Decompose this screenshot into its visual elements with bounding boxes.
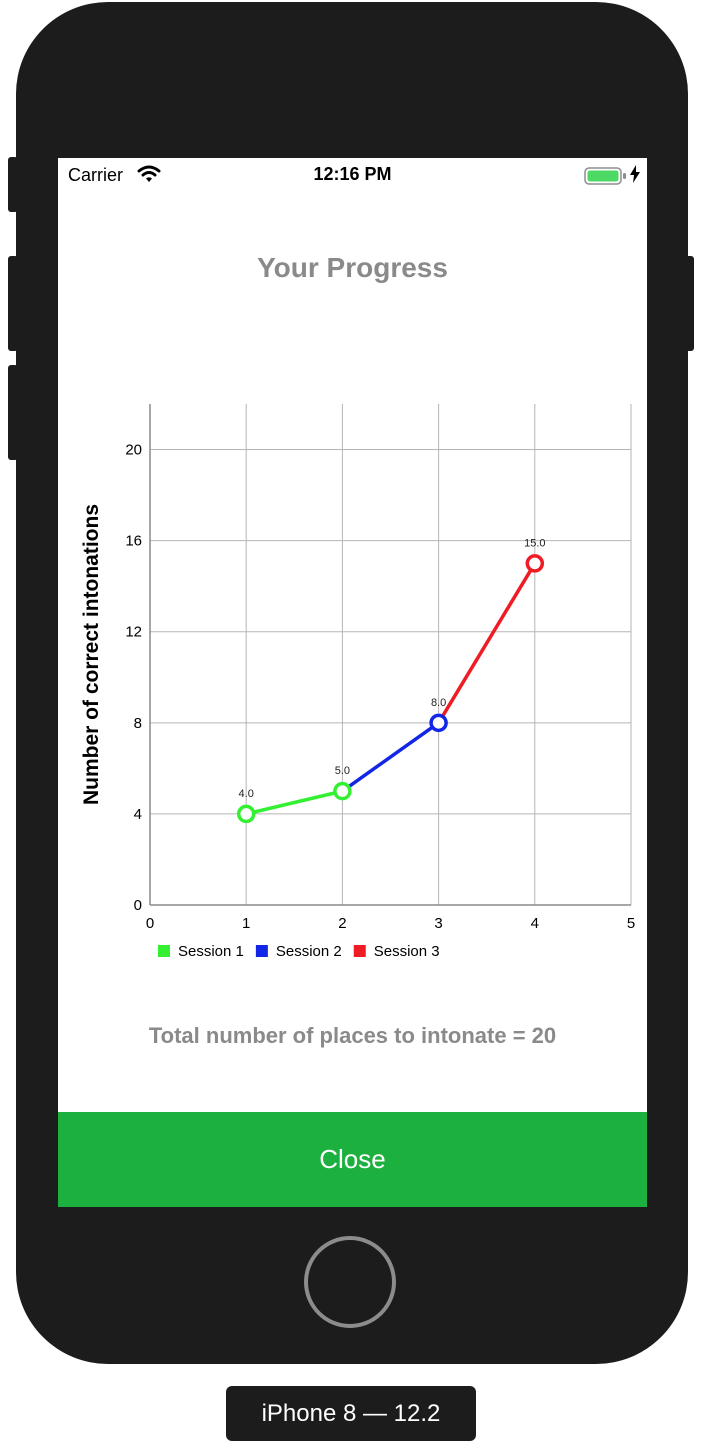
page-title: Your Progress bbox=[257, 252, 448, 283]
data-value-label: 5.0 bbox=[335, 765, 350, 777]
x-tick-label: 3 bbox=[434, 915, 442, 932]
y-axis-label: Number of correct intonations bbox=[80, 504, 103, 805]
x-tick-label: 1 bbox=[242, 915, 250, 932]
total-places-text: Total number of places to intonate = 20 bbox=[148, 1023, 557, 1048]
y-tick-label: 12 bbox=[125, 624, 142, 641]
volume-down-button bbox=[8, 365, 18, 460]
x-tick-label: 5 bbox=[627, 915, 635, 932]
data-point-marker bbox=[525, 554, 545, 573]
home-button[interactable] bbox=[304, 1236, 396, 1328]
data-point-marker bbox=[333, 781, 352, 801]
legend-swatch bbox=[353, 945, 366, 957]
data-value-label: 4.0 bbox=[239, 788, 254, 800]
data-value-label: 8.0 bbox=[431, 697, 446, 709]
carrier-label: Carrier bbox=[68, 165, 124, 185]
series-line bbox=[341, 721, 440, 793]
legend-label: Session 2 bbox=[276, 943, 342, 960]
y-tick-label: 4 bbox=[134, 806, 142, 823]
power-button bbox=[684, 256, 694, 351]
series-line bbox=[245, 789, 343, 816]
y-tick-label: 8 bbox=[134, 715, 142, 732]
volume-up-button bbox=[8, 256, 18, 351]
device-label: iPhone 8 — 12.2 bbox=[226, 1386, 476, 1441]
status-time: 12:16 PM bbox=[313, 164, 392, 184]
wifi-icon bbox=[137, 165, 161, 182]
legend-label: Session 1 bbox=[178, 943, 244, 960]
status-bar: Carrier 12:16 PM bbox=[58, 158, 647, 194]
x-tick-label: 2 bbox=[338, 915, 346, 932]
legend-swatch bbox=[255, 945, 268, 957]
series-line bbox=[437, 562, 537, 724]
charging-bolt-icon bbox=[630, 165, 640, 183]
y-tick-label: 0 bbox=[134, 897, 142, 914]
x-tick-label: 4 bbox=[531, 915, 539, 932]
data-point-marker bbox=[429, 713, 448, 733]
battery-icon bbox=[584, 167, 626, 185]
silent-switch bbox=[8, 157, 18, 212]
y-tick-label: 16 bbox=[125, 533, 142, 550]
legend-swatch bbox=[158, 945, 170, 957]
data-point-marker bbox=[236, 804, 256, 824]
x-tick-label: 0 bbox=[146, 915, 154, 932]
y-tick-label: 20 bbox=[125, 442, 142, 459]
close-button[interactable]: Close bbox=[58, 1112, 647, 1207]
data-value-label: 15.0 bbox=[524, 537, 545, 549]
legend-label: Session 3 bbox=[374, 943, 440, 960]
